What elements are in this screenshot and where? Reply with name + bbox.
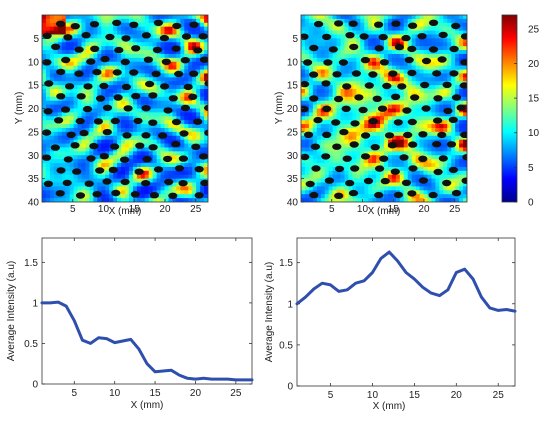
hm-left-ytick: 20 (28, 104, 40, 115)
line-left-frame (41, 237, 253, 385)
line-right-xlabel: X (mm) (373, 401, 406, 412)
ln-right-xtick: 25 (493, 390, 505, 401)
hm-right-ytick: 40 (287, 198, 299, 209)
hm-left-xtick: 15 (129, 204, 141, 215)
line-left-series (40, 300, 254, 382)
hm-left-xtick: 5 (70, 204, 76, 215)
ln-right-xtick: 15 (409, 390, 421, 401)
hm-left-ytick: 10 (28, 57, 40, 68)
hm-right-ytick: 15 (287, 81, 299, 92)
colorbar-tick: 15 (528, 94, 540, 105)
hm-right-xtick: 15 (388, 204, 400, 215)
hm-left-xtick: 20 (159, 204, 171, 215)
line-left-xticks: 5 10 15 20 25 (72, 238, 242, 399)
hm-left-ytick: 5 (33, 34, 39, 45)
heatmap-left-xticks: 5 10 15 20 25 (70, 199, 202, 215)
hm-left-xtick: 25 (190, 204, 202, 215)
hm-left-xtick: 10 (98, 204, 110, 215)
ln-right-xtick: 5 (328, 390, 334, 401)
heatmap-right-xlabel: X (mm) (368, 206, 401, 217)
line-right-series (295, 250, 517, 313)
heatmap-right-yticks: 5 10 15 20 25 30 35 40 (287, 34, 304, 209)
ln-right-ytick: 0.5 (279, 340, 293, 351)
hm-right-ytick: 30 (287, 151, 299, 162)
hm-left-ytick: 30 (28, 151, 40, 162)
ln-left-xtick: 10 (109, 388, 121, 399)
colorbar: 0 5 10 15 20 25 (501, 14, 540, 209)
colorbar-tick: 0 (528, 198, 534, 209)
hm-right-ytick: 25 (287, 127, 299, 138)
ln-left-ytick: 1 (32, 298, 38, 309)
ln-right-ytick: 1 (287, 299, 293, 310)
hm-right-ytick: 35 (287, 174, 299, 185)
line-right-ylabel: Average Intensity (a.u) (264, 262, 275, 362)
line-left-yticks: 0 0.5 1 1.5 (24, 258, 252, 391)
line-right-frame (296, 237, 516, 387)
heatmap-left-ylabel: Y (mm) (14, 92, 25, 125)
ln-right-ytick: 0 (287, 382, 293, 393)
colorbar-gradient (501, 14, 518, 203)
hm-right-xtick: 25 (449, 204, 461, 215)
ln-left-ytick: 0 (32, 380, 38, 391)
line-right-xticks: 5 10 15 20 25 (328, 238, 504, 401)
heatmap-left-holes (42, 19, 208, 199)
colorbar-ticks: 0 5 10 15 20 25 (514, 24, 540, 209)
hm-right-ytick: 10 (287, 57, 299, 68)
colorbar-tick: 5 (528, 163, 534, 174)
heatmap-left: 5 10 15 20 25 5 10 15 20 25 30 35 40 X (mm) Y (mm) (14, 14, 209, 217)
ln-right-xtick: 10 (367, 390, 379, 401)
colorbar-tick: 20 (528, 59, 540, 70)
hm-right-xtick: 5 (329, 204, 335, 215)
ln-left-xtick: 5 (72, 388, 78, 399)
ln-left-ytick: 1.5 (24, 258, 38, 269)
hm-left-ytick: 35 (28, 174, 40, 185)
heatmap-left-yticks: 5 10 15 20 25 30 35 40 (28, 34, 45, 209)
hm-right-xtick: 10 (357, 204, 369, 215)
hm-left-ytick: 15 (28, 81, 40, 92)
hm-right-ytick: 5 (292, 34, 298, 45)
ln-left-xtick: 25 (230, 388, 242, 399)
heatmap-right-ylabel: Y (mm) (274, 92, 285, 125)
hm-left-ytick: 25 (28, 127, 40, 138)
hm-right-xtick: 20 (418, 204, 430, 215)
hm-left-ytick: 40 (28, 198, 40, 209)
ln-right-xtick: 20 (451, 390, 463, 401)
ln-left-ytick: 0.5 (24, 339, 38, 350)
line-chart-left: 5 10 15 20 25 0 0.5 1 1.5 X (mm) Average Intens… (6, 237, 254, 411)
heatmap-left-cells (42, 15, 208, 202)
ln-left-xtick: 20 (190, 388, 202, 399)
heatmap-right-xticks: 5 10 15 20 25 (329, 199, 461, 215)
line-left-xlabel: X (mm) (131, 400, 164, 411)
ln-right-ytick: 1.5 (279, 258, 293, 269)
colorbar-tick: 10 (528, 128, 540, 139)
line-left-ylabel: Average Intensity (a.u) (6, 261, 17, 361)
line-chart-right: 5 10 15 20 25 0 0.5 1 1.5 X (mm) Average Intens… (264, 237, 517, 412)
heatmap-right-holes (301, 19, 467, 199)
hm-right-ytick: 20 (287, 104, 299, 115)
heatmap-left-xlabel: X (mm) (109, 206, 142, 217)
heatmap-right: 5 10 15 20 25 5 10 15 20 25 30 35 40 X (mm) Y (mm) (274, 14, 468, 217)
ln-left-xtick: 15 (150, 388, 162, 399)
colorbar-tick: 25 (528, 24, 540, 35)
